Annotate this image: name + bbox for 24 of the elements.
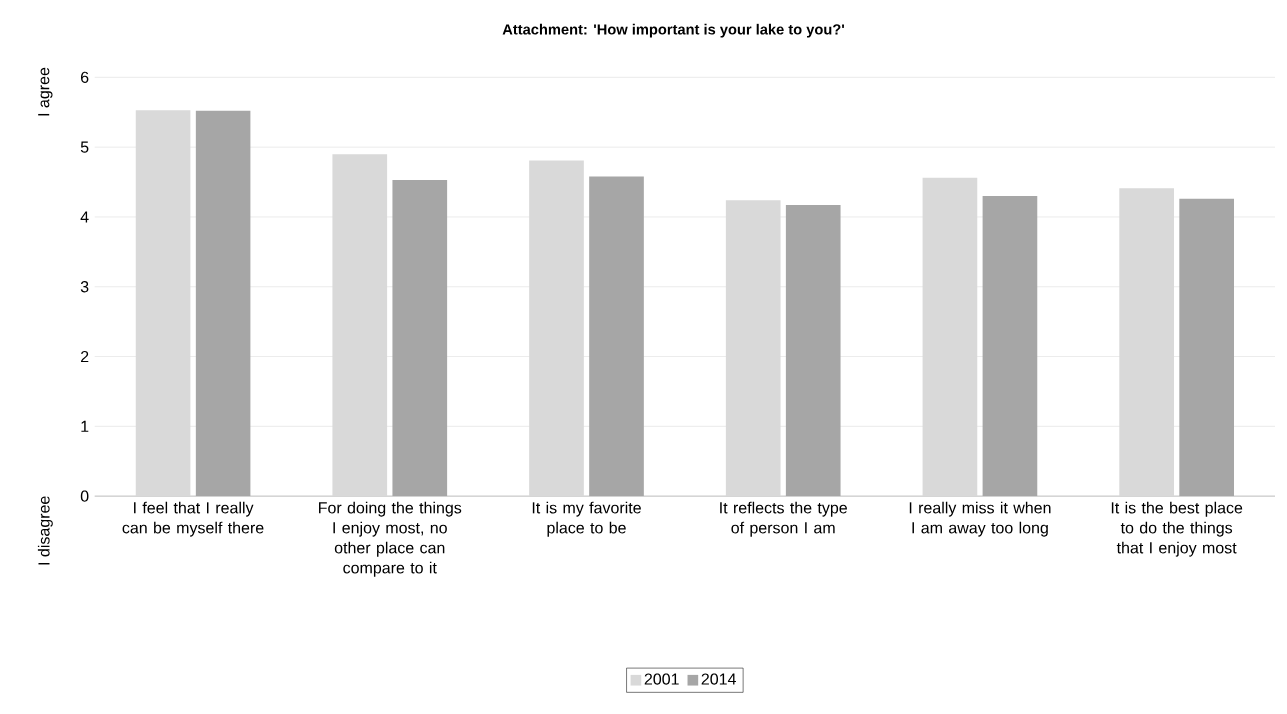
y-tick-label: 2 [80, 351, 89, 363]
y-tick-label: 5 [80, 141, 89, 153]
y-tick-label: 4 [80, 211, 89, 223]
bar [785, 205, 841, 497]
chart-title: Attachment: 'How important is your lake to you?' [502, 24, 845, 38]
x-tick-label: It is my favorite place to be [532, 501, 641, 537]
bar [392, 180, 448, 497]
x-tick-label: I really miss it when I am away too long [909, 501, 1051, 537]
x-tick-label: It reflects the type of person I am [720, 501, 847, 537]
legend-label: 2014 [701, 673, 736, 685]
bar [195, 111, 251, 497]
x-tick-label: For doing the things I enjoy most, no other place can compare to it [319, 501, 462, 577]
text: I disagree [37, 496, 53, 565]
bar [589, 176, 644, 497]
bar [1179, 199, 1234, 497]
y-tick-label: 0 [80, 490, 89, 503]
x-tick-label: I feel that I really can be myself there [122, 501, 264, 537]
legend-label: 2001 [644, 673, 679, 685]
x-tick-label: It is the best place to do the things that I enjoy most [1111, 501, 1243, 557]
text: I agree [38, 68, 53, 116]
y-tick-label: 6 [81, 71, 89, 84]
y-tick-label: 1 [81, 421, 89, 433]
y-tick-label: 3 [80, 281, 89, 293]
bar [982, 196, 1038, 497]
